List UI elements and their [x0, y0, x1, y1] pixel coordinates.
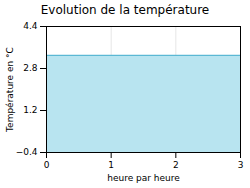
svg-text:3: 3 [238, 160, 244, 170]
svg-text:−0.4: −0.4 [16, 147, 38, 157]
svg-text:1.2: 1.2 [23, 105, 37, 115]
svg-text:0: 0 [44, 160, 50, 170]
svg-text:2: 2 [173, 160, 179, 170]
svg-text:heure par heure: heure par heure [107, 173, 180, 183]
svg-text:4.4: 4.4 [23, 21, 38, 31]
svg-text:2.8: 2.8 [23, 63, 38, 73]
svg-text:Température en °C: Température en °C [5, 47, 15, 133]
html-text:Evolution de la température: Evolution de la température [40, 3, 210, 17]
svg-text:1: 1 [108, 160, 114, 170]
